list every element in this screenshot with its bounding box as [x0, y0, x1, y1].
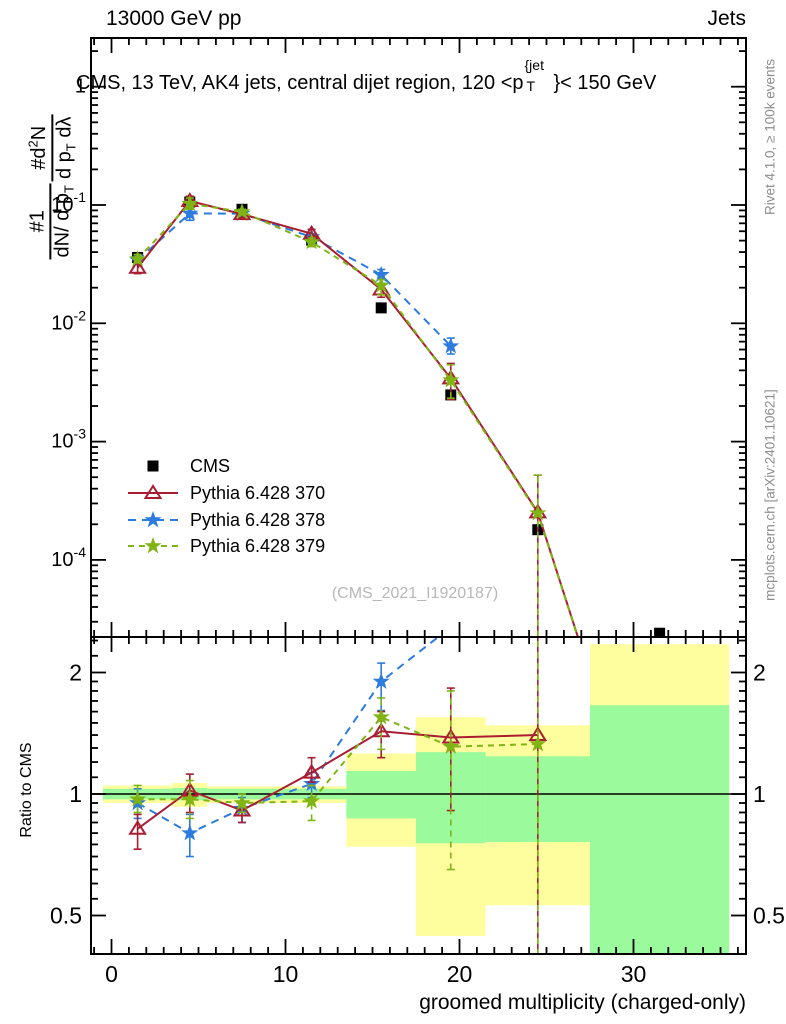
main-y-tick-label: 1: [75, 76, 86, 98]
data-point-marker: [372, 276, 390, 293]
data-point-marker: [181, 824, 199, 841]
data-point-marker: [129, 790, 147, 807]
series-line: [136, 202, 579, 637]
stat-uncertainty-band: [590, 705, 730, 954]
data-point-marker: [181, 194, 199, 211]
data-point-marker: [442, 337, 460, 354]
data-point-marker: [302, 763, 321, 779]
process-title: Jets: [707, 7, 746, 30]
x-tick-label: 0: [105, 961, 118, 987]
data-point-marker: [147, 460, 159, 472]
data-point-marker: [375, 302, 387, 314]
main-y-tick-label: 10-1: [51, 189, 86, 216]
main-y-tick-label: 10-4: [51, 544, 86, 571]
axis-ticks: [91, 38, 746, 954]
beam-title: 13000 GeV pp: [106, 7, 242, 30]
data-point-marker: [143, 484, 163, 499]
pt-subscript: T: [526, 78, 536, 94]
data-point-marker: [233, 793, 251, 811]
ratio-y-axis-label: Ratio to CMS: [18, 742, 35, 838]
mcplots-arxiv-note: mcplots.cern.ch [arXiv:2401.10621]: [762, 389, 778, 601]
series-pythia-6-428-379-ratio: [129, 637, 547, 954]
data-point-marker: [128, 258, 147, 274]
data-point-marker: [232, 801, 252, 817]
plot-title-suffix: }< 150 GeV: [553, 72, 657, 94]
main-y-tick-label: 10-2: [51, 307, 86, 334]
ratio-y-tick-label-right: 2: [753, 660, 766, 686]
data-point-marker: [442, 737, 460, 754]
main-y-tick-label: 10-3: [51, 426, 86, 453]
data-point-marker: [181, 790, 199, 807]
pt-jet-symbol: {jet T: [524, 57, 554, 94]
rivet-version-note: Rivet 4.1.0, ≥ 100k events: [762, 59, 778, 215]
data-point-marker: [181, 204, 199, 221]
data-point-marker: [144, 536, 162, 554]
ratio-y-tick-label-right: 1: [753, 781, 766, 807]
axis-tick-labels: 1 10-1 10-2 10-3 10-4 2 2 1 1 0.5 0.5 0 10 20 30: [50, 76, 785, 987]
data-point-marker: [233, 202, 251, 220]
data-point-marker: [303, 792, 321, 809]
data-point-marker: [144, 510, 162, 528]
x-tick-label: 30: [621, 961, 647, 987]
x-axis-title: groomed multiplicity (charged-only): [419, 991, 746, 1014]
y-label-fraction-1: #1 dN/ d pT: [26, 183, 77, 260]
x-tick-label: 10: [273, 961, 299, 987]
legend-label: Pythia 6.428 378: [190, 510, 325, 530]
legend-label: Pythia 6.428 379: [190, 536, 325, 556]
legend-label: CMS: [190, 456, 230, 476]
y-label-fraction-2: #d2N d pT dλ: [25, 114, 79, 182]
series-line: [137, 637, 440, 835]
ratio-panel-frame: [90, 636, 747, 955]
data-point-marker: [372, 708, 390, 725]
legend-label: Pythia 6.428 370: [190, 483, 325, 503]
plot-title-text: CMS, 13 TeV, AK4 jets, central dijet reg…: [76, 72, 524, 94]
data-point-marker: [128, 819, 147, 835]
ratio-y-tick-label: 0.5: [50, 903, 82, 929]
pt-superscript: {jet: [524, 57, 544, 73]
data-point-marker: [129, 250, 147, 267]
series-pythia-6-428-379-main: [129, 194, 579, 637]
data-point-marker: [372, 672, 390, 689]
main-y-axis-label: #1 dN/ d pT #d2N d pT dλ: [25, 114, 79, 261]
data-point-marker: [529, 734, 547, 752]
series-cms-main: [132, 196, 666, 637]
analysis-id-watermark: (CMS_2021_I1920187): [331, 585, 499, 602]
data-point-marker: [654, 627, 666, 637]
plot-title: CMS, 13 TeV, AK4 jets, central dijet reg…: [76, 57, 657, 95]
data-point-marker: [442, 371, 460, 388]
data-point-marker: [303, 233, 321, 250]
series-line: [136, 199, 579, 637]
ratio-uncertainty-bands: [102, 644, 730, 954]
ratio-y-tick-label-right: 0.5: [753, 903, 785, 929]
ratio-y-tick-label: 1: [69, 781, 82, 807]
x-tick-label: 20: [447, 961, 473, 987]
data-point-marker: [529, 504, 547, 521]
legend: CMS Pythia 6.428 370 Pythia 6.428 378 Pythi…: [128, 456, 325, 556]
ratio-y-tick-label: 2: [69, 660, 82, 686]
series-line: [136, 212, 452, 347]
